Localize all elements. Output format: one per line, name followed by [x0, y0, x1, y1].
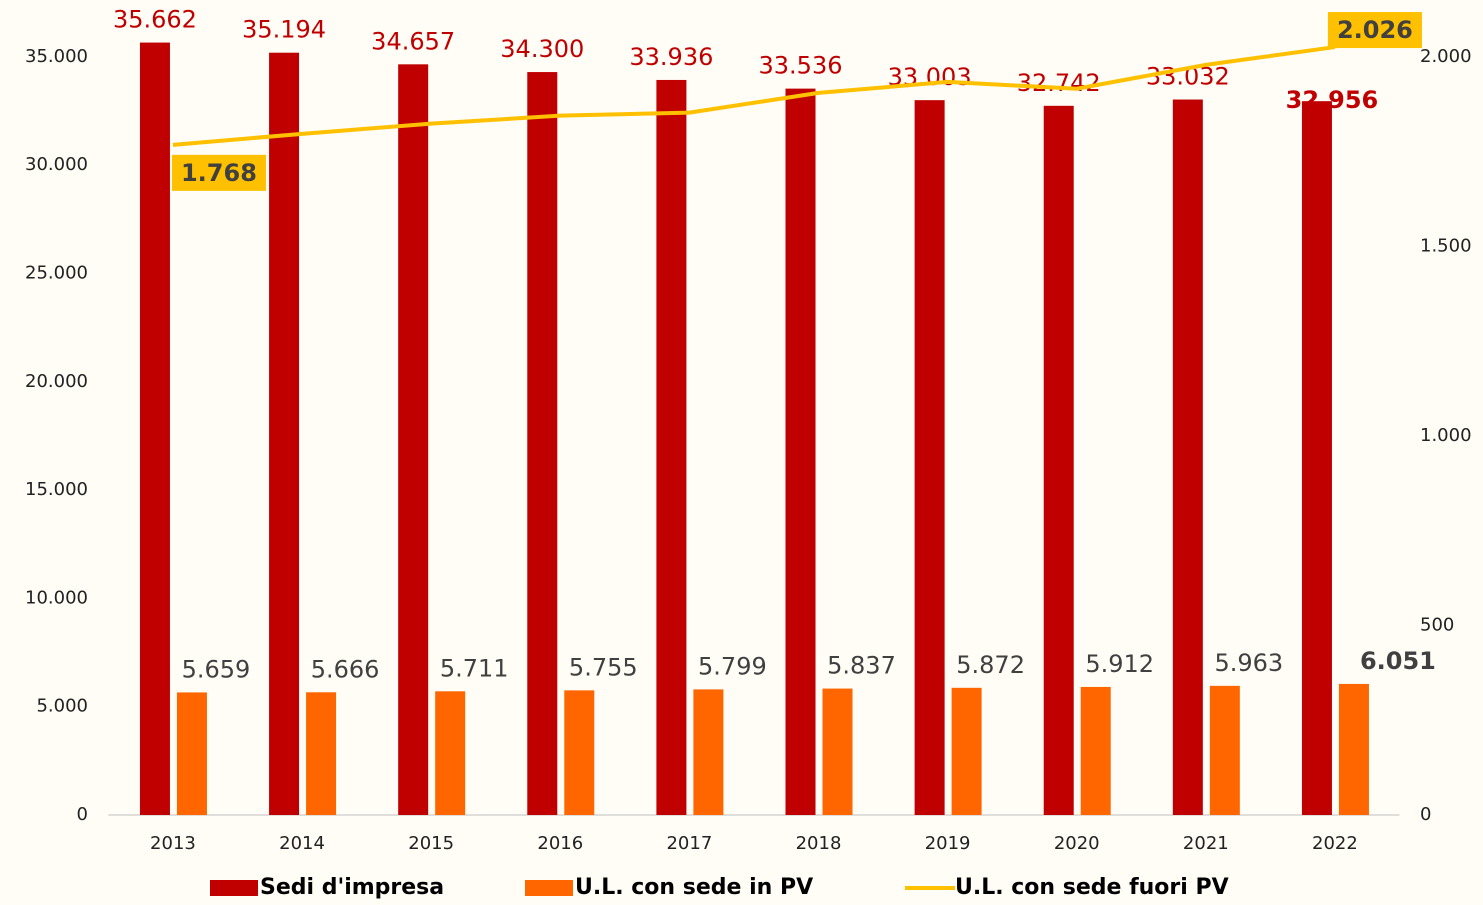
x-tick-label: 2018	[796, 833, 842, 854]
bar	[269, 52, 300, 815]
y-tick-label: 15.000	[25, 479, 88, 500]
x-tick-label: 2015	[408, 833, 454, 854]
data-label: 35.194	[242, 16, 326, 44]
y-tick-label: 35.000	[25, 46, 88, 67]
x-tick-label: 2016	[537, 833, 583, 854]
bar	[1080, 686, 1111, 815]
bar	[176, 692, 207, 815]
y2-tick-label: 2.000	[1420, 46, 1472, 67]
bar	[1209, 685, 1240, 815]
x-tick-label: 2021	[1183, 833, 1229, 854]
data-label: 5.872	[956, 651, 1025, 679]
bar	[656, 79, 687, 815]
y2-tick-label: 0	[1420, 804, 1431, 825]
legend-label: U.L. con sede fuori PV	[955, 875, 1229, 900]
data-label: 1.768	[181, 159, 257, 187]
legend-swatch	[210, 880, 258, 896]
data-label: 5.837	[827, 652, 896, 680]
y-tick-label: 0	[77, 804, 88, 825]
data-label: 5.799	[698, 652, 767, 680]
data-label: 33.936	[629, 43, 713, 71]
bar	[306, 692, 337, 815]
data-label: 33.536	[759, 52, 843, 80]
bar	[1301, 101, 1332, 816]
line	[172, 45, 1336, 147]
bar	[822, 688, 853, 815]
y-tick-label: 30.000	[25, 154, 88, 175]
data-label-box	[1327, 12, 1422, 49]
bar	[1172, 99, 1203, 815]
y2-tick-label: 500	[1420, 614, 1454, 635]
data-label: 5.659	[182, 655, 251, 683]
x-tick-label: 2020	[1054, 833, 1100, 854]
data-label: 35.662	[113, 6, 197, 34]
bar	[435, 691, 466, 815]
bar	[951, 687, 982, 815]
legend-label: Sedi d'impresa	[260, 875, 444, 900]
y-tick-label: 20.000	[25, 371, 88, 392]
data-label: 5.963	[1214, 649, 1283, 677]
bar	[785, 88, 816, 815]
data-label: 34.657	[371, 27, 455, 55]
data-label: 5.711	[440, 654, 509, 682]
data-label: 5.755	[569, 653, 638, 681]
bar	[1043, 105, 1074, 815]
x-tick-label: 2019	[925, 833, 971, 854]
x-tick-label: 2022	[1312, 833, 1358, 854]
data-label: 5.666	[311, 655, 380, 683]
data-label: 34.300	[500, 35, 584, 63]
bar	[1338, 683, 1369, 815]
data-label-box	[171, 154, 266, 191]
legend-label: U.L. con sede in PV	[575, 875, 813, 900]
x-tick-label: 2013	[150, 833, 196, 854]
y-tick-label: 5.000	[36, 696, 88, 717]
y-tick-label: 10.000	[25, 587, 88, 608]
x-tick-label: 2014	[279, 833, 325, 854]
legend-swatch	[525, 880, 573, 896]
data-label: 32.956	[1286, 86, 1379, 114]
bar	[139, 42, 170, 816]
bar	[527, 72, 558, 816]
bar	[564, 690, 595, 815]
y2-tick-label: 1.000	[1420, 425, 1472, 446]
bar	[693, 689, 724, 815]
x-tick-label: 2017	[666, 833, 712, 854]
y-tick-label: 25.000	[25, 263, 88, 284]
y2-tick-label: 1.500	[1420, 235, 1472, 256]
data-label: 2.026	[1337, 16, 1413, 44]
data-label: 5.912	[1085, 650, 1154, 678]
data-label: 32.742	[1017, 69, 1101, 97]
bar	[398, 64, 429, 815]
data-label: 6.051	[1360, 647, 1436, 675]
bar	[914, 100, 945, 816]
